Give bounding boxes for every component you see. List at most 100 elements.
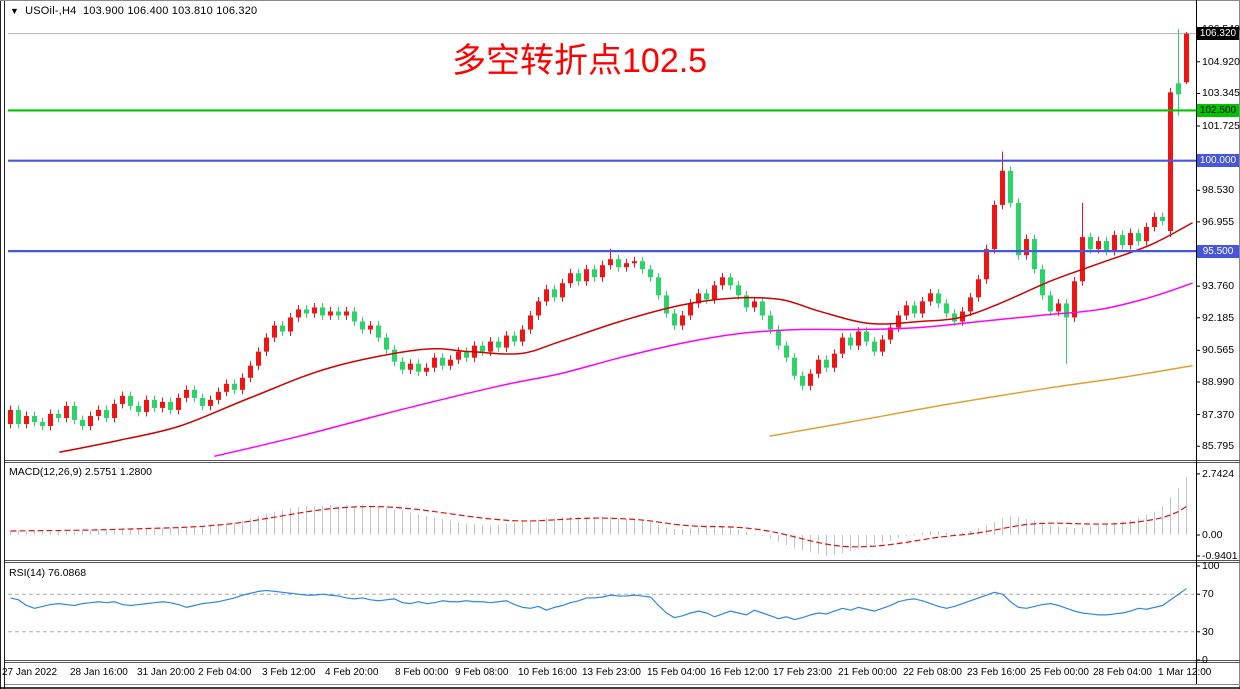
candle-bull	[904, 305, 909, 316]
price-tick-label: 93.760	[1202, 280, 1235, 293]
candle-bear	[56, 413, 61, 418]
candle-bear	[392, 349, 397, 362]
time-axis-label: 9 Feb 08:00	[455, 667, 509, 678]
candle-bear	[200, 397, 205, 406]
time-axis-label: 10 Feb 16:00	[518, 667, 577, 678]
candle-bear	[1176, 83, 1181, 95]
candle-bear	[360, 321, 365, 330]
candle-bull	[48, 413, 53, 427]
candle-bull	[832, 353, 837, 368]
time-axis-label: 8 Feb 00:00	[395, 667, 449, 678]
time-axis-label: 28 Jan 16:00	[70, 667, 128, 678]
candle-bear	[848, 337, 853, 346]
candle-bear	[800, 375, 805, 386]
candle-bull	[408, 363, 413, 370]
candle-bull	[968, 297, 973, 312]
candle-bear	[728, 277, 733, 286]
candle-bull	[720, 277, 725, 286]
ma-slow-orange-line	[769, 364, 1193, 437]
candle-bull	[184, 389, 189, 398]
candle-bull	[976, 279, 981, 298]
candle-bear	[376, 325, 381, 338]
candle-bear	[1120, 235, 1125, 246]
time-axis-label: 28 Feb 04:00	[1093, 667, 1152, 678]
candle-bull	[488, 341, 493, 352]
candle-bull	[424, 367, 429, 372]
time-axis-label: 23 Feb 16:00	[967, 667, 1026, 678]
candle-bull	[160, 401, 165, 408]
candle-bear	[552, 289, 557, 298]
candle-bull	[1080, 237, 1085, 282]
candle-bear	[464, 351, 469, 358]
candle-bear	[944, 303, 949, 314]
candle-bear	[648, 269, 653, 278]
time-axis-label: 17 Feb 23:00	[773, 667, 832, 678]
price-marker-box: 102.500	[1197, 103, 1239, 117]
time-axis-label: 21 Feb 00:00	[838, 667, 897, 678]
candle-bear	[912, 305, 917, 314]
price-tick-label: 90.565	[1202, 344, 1235, 357]
candle-bull	[368, 325, 373, 330]
candle-bear	[152, 399, 157, 408]
candle-bear	[16, 409, 21, 424]
candle-bear	[1088, 237, 1093, 250]
candle-bull	[288, 317, 293, 332]
time-axis-label: 2 Feb 04:00	[198, 667, 252, 678]
candle-bull	[600, 265, 605, 278]
candle-bull	[432, 357, 437, 368]
candle-bear	[496, 341, 501, 348]
time-axis-label: 27 Jan 2022	[2, 667, 58, 678]
price-marker-box: 106.320	[1197, 27, 1239, 41]
candle-bear	[1032, 239, 1037, 270]
candle-bull	[240, 377, 245, 390]
candle-bear	[304, 309, 309, 314]
symbol-dropdown-icon[interactable]: ▼	[10, 6, 20, 16]
candle-bull	[608, 259, 613, 266]
candle-bear	[736, 285, 741, 296]
candle-bear	[1008, 170, 1013, 203]
ohlc-values: 103.900 106.400 103.810 106.320	[82, 5, 258, 17]
candle-bear	[592, 269, 597, 278]
candle-bull	[752, 301, 757, 308]
candle-bull	[1072, 281, 1077, 318]
rsi-tick-label: 30	[1202, 625, 1214, 638]
candle-bull	[272, 325, 277, 338]
candle-bull	[544, 289, 549, 302]
candle-bear	[320, 307, 325, 316]
candle-bull	[624, 263, 629, 268]
candle-bear	[232, 383, 237, 390]
candle-bull	[144, 399, 149, 412]
time-axis-label: 22 Feb 08:00	[903, 667, 962, 678]
ma-mid-magenta-line	[214, 282, 1193, 457]
candle-bear	[872, 341, 877, 352]
symbol-period-label: USOil-,H4	[25, 5, 77, 17]
candle-bear	[768, 315, 773, 330]
candle-bear	[936, 293, 941, 304]
candle-bull	[208, 399, 213, 406]
candle-bull	[896, 315, 901, 328]
candle-bear	[824, 359, 829, 368]
macd-indicator-label: MACD(12,26,9) 2.5751 1.2800	[9, 466, 153, 478]
candle-bear	[616, 259, 621, 268]
candle-bear	[40, 421, 45, 427]
price-marker-box: 95.500	[1197, 244, 1239, 258]
time-axis-label: 13 Feb 23:00	[582, 667, 641, 678]
candle-bull	[808, 373, 813, 386]
candle-bull	[880, 339, 885, 352]
candle-bear	[72, 405, 77, 420]
candle-bear	[760, 301, 765, 316]
candle-bull	[528, 315, 533, 330]
candle-bear	[352, 311, 357, 322]
candle-bear	[168, 401, 173, 410]
candle-bull	[688, 303, 693, 316]
price-tick-label: 85.795	[1202, 440, 1235, 453]
candle-bull	[1112, 235, 1117, 252]
price-tick-label: 92.185	[1202, 311, 1235, 324]
candle-bear	[480, 345, 485, 352]
candle-bull	[216, 391, 221, 400]
candle-bear	[672, 313, 677, 326]
price-tick-label: 101.725	[1202, 120, 1240, 133]
candle-bear	[1016, 202, 1021, 256]
candle-bear	[104, 409, 109, 418]
